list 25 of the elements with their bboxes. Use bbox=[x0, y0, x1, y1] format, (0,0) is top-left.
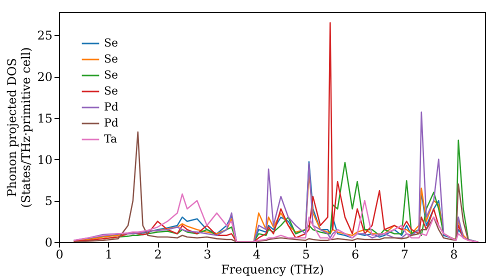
x-tick-label: 2 bbox=[154, 248, 162, 262]
legend-label: Pd bbox=[104, 100, 118, 114]
legend-label: Ta bbox=[104, 132, 118, 146]
line-series bbox=[73, 193, 479, 242]
y-tick-label: 0 bbox=[44, 236, 52, 250]
x-axis-title: Frequency (THz) bbox=[221, 262, 324, 276]
y-tick-label: 10 bbox=[37, 152, 52, 167]
legend-label: Se bbox=[104, 52, 118, 66]
legend-label: Se bbox=[104, 84, 118, 98]
x-tick-label: 7 bbox=[400, 248, 408, 262]
x-tick-label: 3 bbox=[204, 248, 212, 262]
x-tick-label: 1 bbox=[104, 248, 113, 262]
x-tick-label: 4 bbox=[252, 248, 261, 262]
legend-label: Se bbox=[104, 36, 118, 50]
y-axis-title: Phonon projected DOS (States/THz·primitive cell) bbox=[5, 47, 34, 208]
legend-label: Pd bbox=[104, 116, 118, 130]
y-tick-label: 25 bbox=[37, 28, 52, 43]
x-tick-label: 5 bbox=[302, 248, 310, 262]
y-tick-label: 20 bbox=[37, 70, 52, 84]
y-tick-label: 5 bbox=[44, 194, 52, 208]
legend-label: Se bbox=[104, 68, 118, 82]
x-tick-label: 0 bbox=[56, 248, 64, 262]
x-tick-label: 6 bbox=[352, 248, 360, 262]
y-tick-label: 15 bbox=[37, 111, 52, 126]
x-tick-label: 8 bbox=[450, 248, 458, 262]
